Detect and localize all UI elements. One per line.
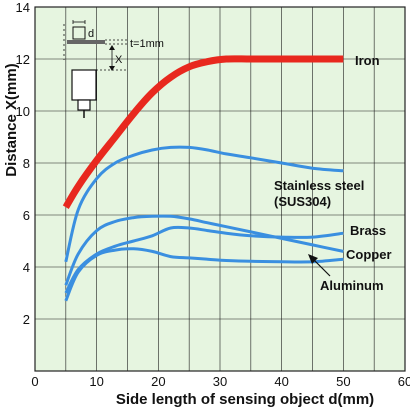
series-label-stainless: Stainless steel	[274, 178, 364, 193]
series-label-iron: Iron	[355, 53, 380, 68]
series-label-sus304: (SUS304)	[274, 194, 331, 209]
inset-thickness-label: t=1mm	[130, 38, 164, 50]
series-layer	[62, 55, 344, 302]
x-tick-label: 20	[151, 374, 165, 389]
y-tick-label: 14	[16, 0, 30, 15]
series-label-brass: Brass	[350, 223, 386, 238]
inset-d-label: d	[88, 28, 94, 40]
grid	[35, 7, 405, 371]
y-tick-label: 4	[23, 260, 30, 275]
sensor-head	[77, 99, 91, 111]
x-tick-label: 40	[274, 374, 288, 389]
y-tick-label: 10	[16, 104, 30, 119]
sensor-body	[71, 69, 97, 101]
y-tick-label: 12	[16, 52, 30, 67]
ticks-layer: 0 10 20 30 40 50 60 2 4 6 8 10 12 14	[16, 0, 410, 389]
x-tick-label: 0	[31, 374, 38, 389]
x-axis-title: Side length of sensing object d(mm)	[116, 391, 374, 408]
y-tick-label: 6	[23, 208, 30, 223]
series-line-iron	[62, 55, 344, 210]
series-line-stainless-steel-sus304	[64, 145, 344, 263]
series-line-aluminum	[64, 247, 344, 302]
target-plate	[67, 40, 105, 44]
y-axis-title: Distance X(mm)	[3, 63, 20, 176]
series-label-aluminum: Aluminum	[320, 278, 384, 293]
x-tick-label: 50	[336, 374, 350, 389]
target-square	[72, 26, 86, 40]
sensor-diagram-inset: d t=1mm X	[63, 20, 164, 118]
y-tick-label: 8	[23, 156, 30, 171]
x-tick-label: 60	[398, 374, 410, 389]
x-tick-label: 30	[213, 374, 227, 389]
inset-x-label: X	[115, 54, 123, 66]
series-label-copper: Copper	[346, 247, 392, 262]
y-tick-label: 2	[23, 312, 30, 327]
aluminum-pointer-arrow	[308, 254, 331, 277]
x-tick-label: 10	[89, 374, 103, 389]
plot-frame	[34, 6, 406, 372]
